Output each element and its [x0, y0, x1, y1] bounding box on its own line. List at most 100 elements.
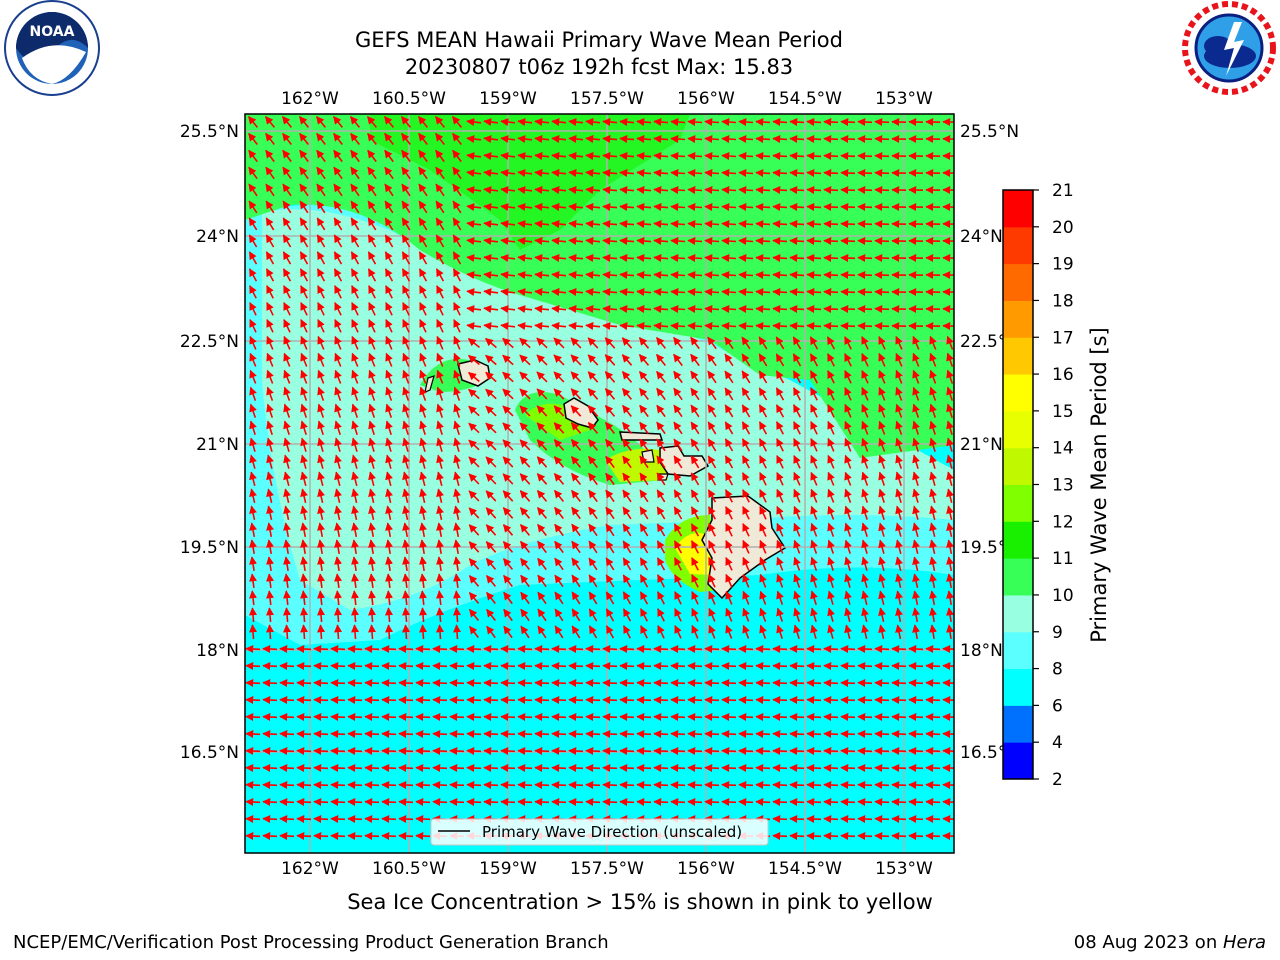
wave-vector [840, 152, 856, 161]
wave-vector [282, 200, 292, 214]
wave-vector [418, 183, 428, 197]
wave-vector [738, 305, 754, 314]
wave-vector [468, 456, 480, 468]
wave-vector [587, 405, 599, 417]
nws-logo [1182, 1, 1276, 95]
wave-vector [670, 713, 686, 722]
wave-vector [619, 679, 635, 688]
wave-vector [806, 747, 822, 756]
wave-vector [517, 747, 533, 756]
wave-vector [602, 730, 618, 739]
wave-vector [551, 645, 567, 654]
wave-vector [758, 336, 768, 350]
wave-vector [878, 352, 886, 367]
wave-vector [759, 471, 767, 486]
wave-vector [247, 115, 259, 128]
wave-vector [823, 679, 839, 688]
wave-vector [605, 455, 615, 469]
wave-vector [670, 118, 686, 127]
wave-vector [435, 166, 445, 180]
wave-vector [857, 203, 873, 212]
wave-vector [721, 203, 737, 212]
wave-vector [741, 336, 751, 350]
wave-vector [502, 439, 514, 451]
wave-vector [912, 369, 920, 384]
wave-vector [602, 152, 618, 161]
wave-vector [265, 200, 275, 214]
wave-vector [687, 288, 703, 297]
wave-vector [500, 645, 516, 654]
wave-vector [724, 421, 734, 435]
wave-vector [519, 371, 531, 383]
wave-vector [500, 203, 516, 211]
wave-vector [925, 662, 941, 671]
wave-vector [534, 781, 550, 790]
colorbar-segment [1003, 742, 1033, 780]
wave-vector [636, 798, 652, 807]
wave-vector [432, 645, 448, 654]
wave-vector [929, 420, 937, 435]
wave-vector [517, 781, 533, 790]
wave-vector [551, 118, 567, 126]
wave-vector [946, 335, 954, 350]
wave-vector [262, 730, 278, 739]
wave-vector [519, 473, 531, 485]
wave-vector [721, 169, 737, 178]
wave-vector [279, 662, 295, 671]
wave-vector [466, 764, 482, 773]
wave-vector [741, 404, 751, 418]
wave-vector [878, 454, 886, 469]
wave-vector [262, 679, 278, 688]
wave-vector [806, 237, 822, 246]
wave-vector [333, 217, 343, 231]
wave-vector [568, 747, 584, 756]
wave-vector [738, 747, 754, 756]
wave-vector [602, 271, 618, 280]
wave-vector [436, 318, 444, 333]
wave-vector [517, 169, 533, 177]
wave-vector [946, 420, 954, 435]
lat-label-left: 22.5°N [180, 332, 239, 352]
wave-vector [402, 403, 410, 418]
wave-vector [604, 421, 616, 434]
wave-vector [602, 135, 618, 144]
wave-vector [551, 747, 567, 756]
wave-vector [553, 337, 565, 349]
wave-vector [673, 370, 683, 384]
wave-vector [449, 798, 465, 807]
wave-vector [912, 437, 920, 452]
wave-vector [351, 437, 359, 452]
wave-vector [755, 662, 771, 671]
wave-vector [878, 403, 886, 418]
wave-vector [568, 696, 584, 705]
wave-vector [466, 169, 482, 177]
wave-vector [249, 403, 257, 418]
wave-vector [621, 387, 633, 400]
wave-vector [704, 186, 720, 195]
wave-vector [929, 403, 937, 418]
wave-vector [861, 403, 869, 418]
wave-vector [300, 301, 308, 316]
wave-vector [364, 764, 380, 773]
wave-vector [517, 662, 533, 671]
wave-vector [313, 747, 329, 756]
wave-vector [262, 713, 278, 722]
wave-vector [534, 645, 550, 654]
wave-vector [639, 438, 649, 452]
wave-vector [789, 220, 805, 229]
wave-vector [602, 203, 618, 212]
wave-vector [687, 696, 703, 705]
wave-vector [551, 679, 567, 688]
wave-vector [653, 713, 669, 722]
wave-vector [755, 118, 771, 127]
wave-vector [266, 352, 274, 367]
wave-vector [313, 764, 329, 773]
wave-vector [300, 420, 308, 435]
wave-vector [334, 352, 342, 367]
wave-vector [419, 285, 427, 299]
wave-vector [946, 403, 954, 418]
wave-vector [861, 420, 869, 435]
wave-vector [673, 387, 683, 401]
wave-vector [942, 832, 954, 841]
wave-vector [347, 730, 363, 739]
